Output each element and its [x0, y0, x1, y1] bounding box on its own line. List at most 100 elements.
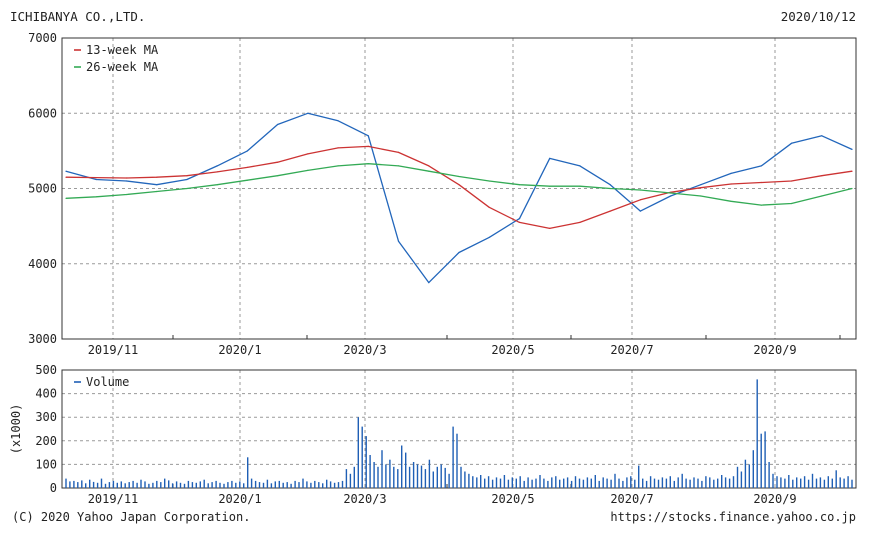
volume-bar [175, 481, 178, 488]
volume-bar [634, 479, 636, 488]
volume-bar [92, 481, 95, 488]
ma26-line-point [609, 187, 611, 190]
volume-bar [132, 480, 134, 488]
volume-bar [590, 478, 592, 488]
volume-bar [728, 478, 731, 488]
volume-bar [195, 482, 197, 488]
ma26-line-point [579, 185, 581, 187]
price-line-point [579, 165, 581, 167]
volume-bar [278, 480, 280, 488]
volume-bar [65, 478, 67, 488]
price-x-tick-label: 2019/11 [88, 343, 139, 357]
ma13-line-point [549, 227, 551, 229]
volume-bar [152, 482, 154, 488]
volume-bar [622, 480, 624, 488]
volume-bar [337, 482, 340, 488]
volume-bar [764, 431, 766, 488]
ma13-line-point [65, 176, 67, 178]
volume-bar [468, 473, 470, 488]
source-url[interactable]: https://stocks.finance.yahoo.co.jp [610, 510, 856, 524]
ma13-line-point [307, 153, 309, 155]
price-line-point [639, 210, 642, 212]
volume-bar [420, 465, 423, 488]
volume-x-tick-label: 2019/11 [88, 492, 139, 506]
volume-bar [345, 469, 348, 488]
ma26-line-point [851, 187, 853, 190]
volume-bar [487, 476, 490, 488]
price-line-point [277, 123, 279, 126]
ma26-line-point [458, 175, 460, 178]
volume-bar [329, 481, 332, 488]
volume-bar [598, 480, 600, 488]
volume-bar [677, 477, 679, 488]
volume-bar [89, 479, 91, 488]
ma13-line-point [367, 145, 369, 147]
legend-label-volume: Volume [86, 375, 129, 389]
volume-bar [116, 482, 118, 488]
ma13-line-point [186, 175, 188, 177]
volume-bar [503, 475, 506, 488]
ma13-line-point [790, 180, 793, 182]
volume-bar [661, 477, 664, 488]
ma13-line-point [760, 181, 762, 184]
volume-bar [389, 459, 391, 488]
volume-bar [523, 480, 525, 488]
volume-bar [480, 475, 482, 488]
volume-bar [227, 482, 229, 488]
volume-bar [408, 466, 411, 488]
volume-bar [618, 478, 620, 488]
price-line-point [95, 178, 97, 181]
volume-bar [563, 478, 565, 488]
volume-bar [776, 476, 778, 488]
volume-bar [499, 478, 502, 488]
price-line-point [851, 148, 853, 150]
volume-bar [156, 480, 158, 488]
volume-bar [100, 478, 103, 488]
price-x-tick-label: 2020/9 [753, 343, 796, 357]
ma13-line-point [397, 151, 400, 153]
volume-bar [484, 478, 486, 488]
price-line-point [821, 135, 823, 137]
volume-bar [183, 483, 186, 488]
volume-bar [839, 477, 841, 488]
volume-bar [527, 477, 529, 488]
ma13-line [65, 145, 853, 230]
ma26-line-point [549, 185, 551, 187]
volume-y-axis-label: (x1000) [9, 404, 23, 455]
volume-bar [416, 464, 419, 488]
volume-bar [472, 476, 474, 488]
volume-bar [112, 480, 115, 488]
volume-bar [578, 478, 581, 488]
volume-bar [401, 445, 403, 488]
ma13-line-point [821, 175, 823, 177]
price-x-tick-label: 2020/7 [610, 343, 653, 357]
volume-bar [322, 483, 324, 488]
volume-x-tick-label: 2020/9 [753, 492, 796, 506]
ma26-line-point [821, 195, 823, 197]
volume-bar [239, 481, 241, 488]
ma26-line-point [639, 189, 642, 191]
volume-bar [519, 476, 521, 488]
volume-bar [626, 477, 628, 488]
ma26-line-point [518, 184, 521, 186]
volume-bar [69, 481, 71, 488]
volume-bar [642, 478, 644, 488]
volume-bar [559, 479, 561, 488]
volume-bar [168, 480, 170, 488]
ma26-line-point [307, 169, 309, 171]
volume-bar [211, 482, 213, 488]
volume-bar [274, 481, 276, 488]
volume-bar [551, 477, 553, 488]
price-line-point [367, 135, 369, 137]
ma13-line-point [518, 221, 521, 223]
ma13-line-point [277, 161, 279, 163]
ma26-line-point [670, 192, 672, 194]
volume-bar [831, 478, 833, 488]
price-line-point [428, 282, 430, 284]
ma26-line-point [216, 184, 218, 186]
volume-bar [788, 475, 790, 488]
volume-y-tick-label: 100 [35, 457, 57, 471]
volume-bar [302, 478, 304, 488]
volume-bar [294, 480, 296, 488]
volume-bar [85, 483, 87, 488]
